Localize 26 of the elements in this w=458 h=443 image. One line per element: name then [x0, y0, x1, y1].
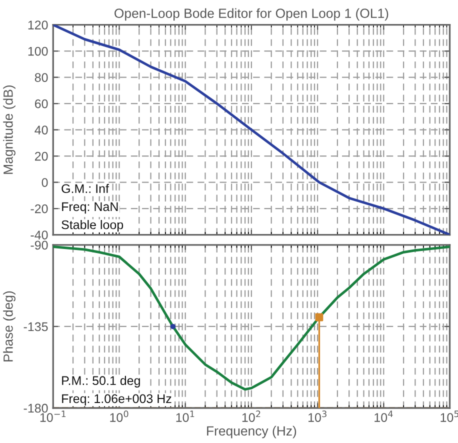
x-tick-label: 10$^{2}$	[242, 410, 260, 422]
y-tick-label: 40	[34, 126, 48, 134]
y-tick-label: 80	[34, 73, 48, 82]
annotation: P.M.: 50.1 deg	[62, 376, 140, 388]
chart-title: Open-Loop Bode Editor for Open Loop 1 (OL1)	[114, 8, 388, 21]
y-axis-title: Magnitude (dB)	[3, 86, 16, 174]
y-axis-title: Phase (deg)	[3, 291, 16, 362]
x-tick-label: 10$^{4}$	[374, 410, 393, 422]
x-tick-label: 10$^{3}$	[308, 410, 326, 422]
y-tick-label: -90	[30, 240, 48, 250]
annotation: G.M.: Inf	[62, 184, 110, 194]
y-tick-label: 120	[28, 20, 48, 30]
x-axis-title: Frequency (Hz)	[207, 426, 296, 438]
y-tick-label: 60	[35, 99, 48, 108]
y-tick-label: 20	[34, 152, 48, 161]
y-tick-label: -135	[24, 322, 48, 332]
y-tick-label: 0	[42, 178, 48, 187]
y-tick-label: -40	[30, 230, 48, 240]
annotation: Stable loop	[62, 220, 124, 232]
y-tick-label: -20	[30, 204, 48, 214]
y-tick-label: -180	[24, 404, 48, 413]
x-tick-label: 10$^{1}$	[176, 410, 194, 422]
annotation: Freq: NaN	[62, 202, 118, 214]
annotation: Freq: 1.06e+003 Hz	[62, 394, 172, 406]
x-tick-label: 10$^{0}$	[110, 410, 128, 422]
y-tick-label: 100	[28, 46, 48, 56]
